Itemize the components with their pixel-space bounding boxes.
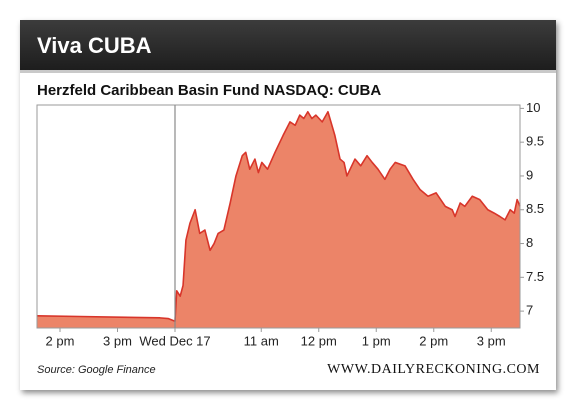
plot-area: 7 7.5 8 8.5 9 9.5 10 2 pm 3 pm Wed Dec 17 11 am 12 … [36,100,544,348]
source: Source: Google Finance [37,364,156,376]
x-tick-label: 2 pm [419,333,448,348]
x-tick-label: 11 am [244,333,279,348]
x-tick-label: 2 pm [46,333,75,348]
x-tick-label: 12 pm [301,333,337,348]
y-tick-label: 8.5 [526,201,544,216]
line [36,110,521,323]
x-tick-label: 1 pm [362,333,391,348]
x-tick-label: 3 pm [477,333,506,348]
y-tick-label: 8 [526,235,533,250]
y-tick-label: 10 [526,100,540,115]
y-tick-label: 7 [526,303,533,318]
y-tick-label: 7.5 [526,269,544,284]
chart-title: Viva CUBA [37,33,152,58]
y-tick-label: 9 [526,167,533,182]
x-tick-label: 3 pm [103,333,132,348]
credit: WWW.DAILYRECKONING.COM [327,362,540,377]
header-rule [20,70,556,73]
area [37,111,520,328]
y-tick-label: 9.5 [526,134,544,149]
chart-subtitle: Herzfeld Caribbean Basin Fund NASDAQ: CU… [37,82,381,99]
plot-frame [36,104,521,329]
x-tick-label: Wed Dec 17 [139,333,210,348]
header-bar [20,20,556,72]
